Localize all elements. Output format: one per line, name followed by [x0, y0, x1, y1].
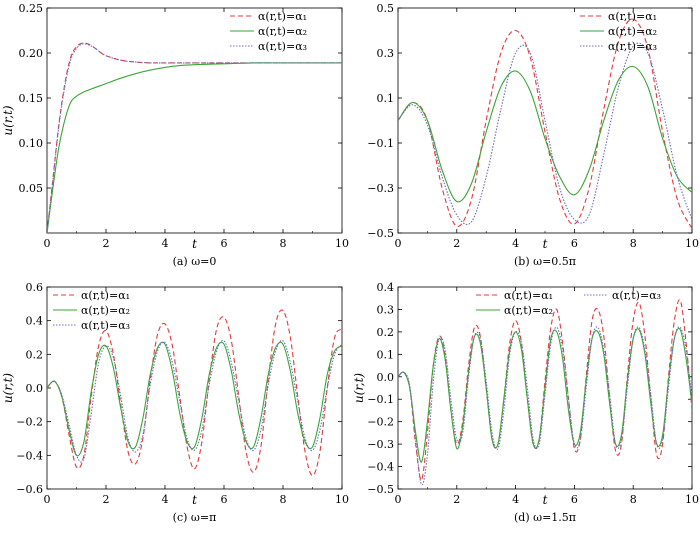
y-tick-label: 0.2 — [26, 348, 44, 361]
legend-label: α(r,t)=α₁ — [504, 289, 553, 302]
legend: α(r,t)=α₁ α(r,t)=α₂ α(r,t)=α₃ — [476, 289, 661, 317]
chart-panel-1: 0 2 4 6 8 10 −0.5 −0.3 −0.1 0.1 0.3 0.5 t (b) ω=0.5π α… — [367, 2, 699, 268]
y-tick-label: 0.2 — [377, 326, 395, 339]
x-axis-label: t — [192, 493, 197, 507]
x-tick-label: 8 — [630, 237, 637, 250]
y-tick-label: −0.2 — [16, 416, 43, 429]
series-line-0 — [398, 18, 692, 229]
series-line-2 — [398, 42, 692, 225]
legend-label: α(r,t)=α₃ — [612, 289, 661, 302]
y-axis-label: u(r,t) — [1, 373, 15, 403]
legend-label: α(r,t)=α₃ — [608, 40, 657, 53]
x-tick-label: 6 — [221, 237, 228, 250]
series-line-2 — [47, 43, 342, 233]
y-tick-label: 0.1 — [377, 92, 395, 105]
y-tick-label: −0.5 — [367, 227, 394, 240]
y-tick-label: 0.10 — [19, 137, 44, 150]
series-line-1 — [47, 341, 342, 457]
legend: α(r,t)=α₁ α(r,t)=α₂ α(r,t)=α₃ — [230, 10, 307, 53]
y-tick-label: −0.2 — [367, 416, 394, 429]
chart-panel-3: 0 2 4 6 8 10 −0.5 −0.4 −0.3 −0.2 −0.1 0.0 0.1 0.2 0.3 0… — [352, 281, 699, 524]
y-tick-label: 0.3 — [377, 47, 395, 60]
x-tick-label: 4 — [512, 237, 519, 250]
y-axis-label: u(r,t) — [1, 105, 15, 135]
x-axis-label: t — [543, 237, 548, 251]
y-tick-label: −0.4 — [16, 449, 43, 462]
legend: α(r,t)=α₁ α(r,t)=α₂ α(r,t)=α₃ — [53, 289, 130, 332]
x-tick-label: 8 — [280, 493, 287, 506]
panel-caption: (a) ω=0 — [173, 255, 217, 268]
y-tick-label: −0.1 — [367, 137, 394, 150]
panel-caption: (d) ω=1.5π — [514, 511, 576, 524]
series-line-1 — [398, 327, 692, 463]
legend-label: α(r,t)=α₃ — [258, 40, 307, 53]
series-line-1 — [47, 62, 342, 233]
legend-label: α(r,t)=α₂ — [258, 25, 307, 38]
y-tick-label: −0.3 — [367, 438, 394, 451]
x-tick-label: 6 — [571, 237, 578, 250]
series-line-0 — [47, 42, 342, 233]
panel-caption: (b) ω=0.5π — [514, 255, 576, 268]
panel-caption: (c) ω=π — [173, 511, 217, 524]
x-tick-label: 10 — [685, 493, 699, 506]
y-tick-label: 0.6 — [26, 281, 44, 294]
series-line-1 — [398, 65, 692, 203]
y-tick-label: 0.0 — [26, 382, 44, 395]
x-tick-label: 0 — [395, 237, 402, 250]
legend-label: α(r,t)=α₂ — [608, 25, 657, 38]
x-tick-label: 0 — [395, 493, 402, 506]
legend-label: α(r,t)=α₃ — [81, 319, 130, 332]
x-tick-label: 2 — [453, 237, 460, 250]
legend-label: α(r,t)=α₁ — [81, 289, 130, 302]
y-tick-label: −0.3 — [367, 182, 394, 195]
x-tick-label: 10 — [335, 237, 349, 250]
legend-label: α(r,t)=α₂ — [504, 304, 553, 317]
x-tick-label: 6 — [221, 493, 228, 506]
y-tick-label: 0.0 — [377, 371, 395, 384]
x-tick-label: 0 — [44, 493, 51, 506]
x-tick-label: 10 — [335, 493, 349, 506]
x-tick-label: 4 — [162, 237, 169, 250]
y-tick-label: 0.20 — [19, 47, 44, 60]
x-tick-label: 2 — [453, 493, 460, 506]
y-tick-label: 0.5 — [377, 2, 395, 15]
chart-panel-2: 0 2 4 6 8 10 −0.6 −0.4 −0.2 0.0 0.2 0.4 0.6 t u(r,t) (c… — [1, 281, 349, 524]
x-tick-label: 6 — [571, 493, 578, 506]
legend: α(r,t)=α₁ α(r,t)=α₂ α(r,t)=α₃ — [580, 10, 657, 53]
y-tick-label: −0.4 — [367, 461, 394, 474]
x-axis-label: t — [192, 237, 197, 251]
y-tick-label: −0.5 — [367, 483, 394, 496]
x-tick-label: 8 — [280, 237, 287, 250]
y-tick-label: 0.25 — [19, 2, 44, 15]
chart-panel-0: 0 2 4 6 8 10 0.05 0.10 0.15 0.20 0.25 t u(r,t) (a) ω=… — [1, 2, 349, 268]
legend-label: α(r,t)=α₁ — [608, 10, 657, 23]
x-tick-label: 2 — [103, 493, 110, 506]
y-axis-label: u(r,t) — [352, 373, 366, 403]
x-tick-label: 2 — [103, 237, 110, 250]
y-tick-label: 0.3 — [377, 303, 395, 316]
x-tick-label: 0 — [44, 237, 51, 250]
y-tick-label: 0.1 — [377, 348, 395, 361]
y-tick-label: −0.1 — [367, 393, 394, 406]
plot-frame — [46, 286, 343, 490]
y-tick-label: −0.6 — [16, 483, 43, 496]
series-line-0 — [47, 309, 342, 477]
x-tick-label: 4 — [512, 493, 519, 506]
series-line-0 — [398, 299, 692, 481]
x-axis-label: t — [543, 493, 548, 507]
y-tick-label: 0.4 — [26, 315, 44, 328]
series-line-2 — [398, 326, 692, 486]
legend-label: α(r,t)=α₂ — [81, 304, 130, 317]
y-tick-label: 0.15 — [19, 92, 44, 105]
legend-label: α(r,t)=α₁ — [258, 10, 307, 23]
y-tick-label: 0.4 — [377, 281, 395, 294]
y-tick-label: 0.05 — [19, 182, 44, 195]
x-tick-label: 8 — [630, 493, 637, 506]
x-tick-label: 4 — [162, 493, 169, 506]
series-line-2 — [47, 339, 342, 463]
x-tick-label: 10 — [685, 237, 699, 250]
